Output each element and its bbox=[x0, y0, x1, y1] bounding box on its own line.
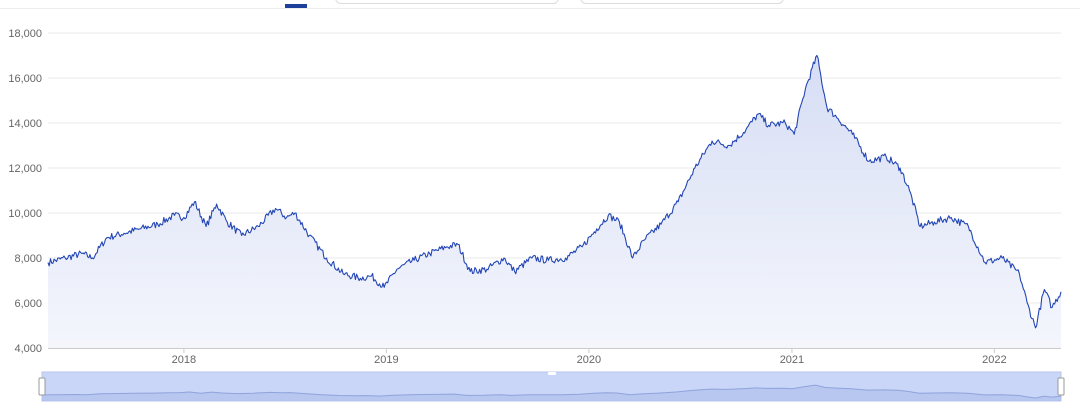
y-tick-label: 14,000 bbox=[8, 118, 42, 130]
x-tick-label: 2021 bbox=[780, 354, 804, 366]
y-tick-label: 12,000 bbox=[8, 163, 42, 175]
x-tick-label: 2019 bbox=[374, 354, 398, 366]
navigator-right-handle[interactable] bbox=[1057, 377, 1065, 396]
y-tick-label: 6,000 bbox=[14, 298, 42, 310]
navigator-drag-grip-icon[interactable] bbox=[548, 372, 556, 375]
y-tick-label: 10,000 bbox=[8, 208, 42, 220]
y-axis: 4,000 6,000 8,000 10,000 12,000 14,000 16,000 1… bbox=[8, 28, 42, 355]
area-series bbox=[47, 54, 1062, 348]
navigator-series-line bbox=[41, 384, 1062, 399]
x-tick-label: 2018 bbox=[172, 354, 196, 366]
navigator-series-area bbox=[42, 385, 1061, 401]
y-tick-label: 8,000 bbox=[14, 253, 42, 265]
y-tick-label: 18,000 bbox=[8, 28, 42, 40]
series-area-fill bbox=[48, 55, 1061, 348]
x-axis: 2018 2019 2020 2021 2022 bbox=[48, 348, 1061, 366]
navigator-left-handle[interactable] bbox=[38, 377, 46, 396]
y-tick-label: 4,000 bbox=[14, 343, 42, 355]
top-controls bbox=[0, 0, 1080, 10]
active-tab-indicator[interactable] bbox=[285, 4, 307, 8]
series-line bbox=[47, 54, 1062, 329]
x-tick-label: 2020 bbox=[577, 354, 601, 366]
y-tick-label: 16,000 bbox=[8, 73, 42, 85]
x-tick-label: 2022 bbox=[982, 354, 1006, 366]
range-navigator[interactable] bbox=[38, 371, 1065, 402]
divider bbox=[0, 8, 1080, 9]
